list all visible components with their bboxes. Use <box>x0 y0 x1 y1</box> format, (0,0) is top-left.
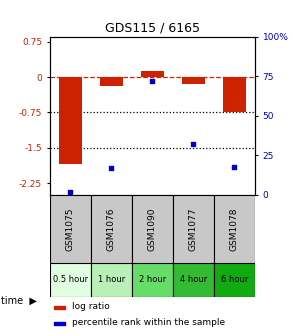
Text: GDS115 / 6165: GDS115 / 6165 <box>105 21 200 34</box>
Point <box>109 165 114 171</box>
Bar <box>132 195 173 263</box>
Text: 6 hour: 6 hour <box>221 275 248 284</box>
Text: 1 hour: 1 hour <box>98 275 125 284</box>
Bar <box>173 263 214 297</box>
Text: time  ▶: time ▶ <box>1 296 37 306</box>
Text: GSM1075: GSM1075 <box>66 207 75 251</box>
Text: GSM1078: GSM1078 <box>230 207 239 251</box>
Text: GSM1077: GSM1077 <box>189 207 198 251</box>
Text: GSM1090: GSM1090 <box>148 207 157 251</box>
Bar <box>91 263 132 297</box>
Text: log ratio: log ratio <box>72 302 110 311</box>
Point <box>232 164 237 169</box>
Bar <box>141 71 163 77</box>
Bar <box>50 263 91 297</box>
Point <box>68 189 73 195</box>
Bar <box>91 195 132 263</box>
Text: 4 hour: 4 hour <box>180 275 207 284</box>
Bar <box>59 77 81 164</box>
Bar <box>214 195 255 263</box>
Point <box>191 142 196 147</box>
Bar <box>54 306 65 309</box>
Bar <box>223 77 246 113</box>
Text: GSM1076: GSM1076 <box>107 207 116 251</box>
Bar <box>100 77 123 86</box>
Text: 2 hour: 2 hour <box>139 275 166 284</box>
Bar <box>173 195 214 263</box>
Bar <box>132 263 173 297</box>
Bar <box>54 323 65 326</box>
Text: percentile rank within the sample: percentile rank within the sample <box>72 319 226 327</box>
Point <box>150 79 155 84</box>
Bar <box>182 77 205 84</box>
Bar <box>50 195 91 263</box>
Bar <box>214 263 255 297</box>
Text: 0.5 hour: 0.5 hour <box>53 275 88 284</box>
